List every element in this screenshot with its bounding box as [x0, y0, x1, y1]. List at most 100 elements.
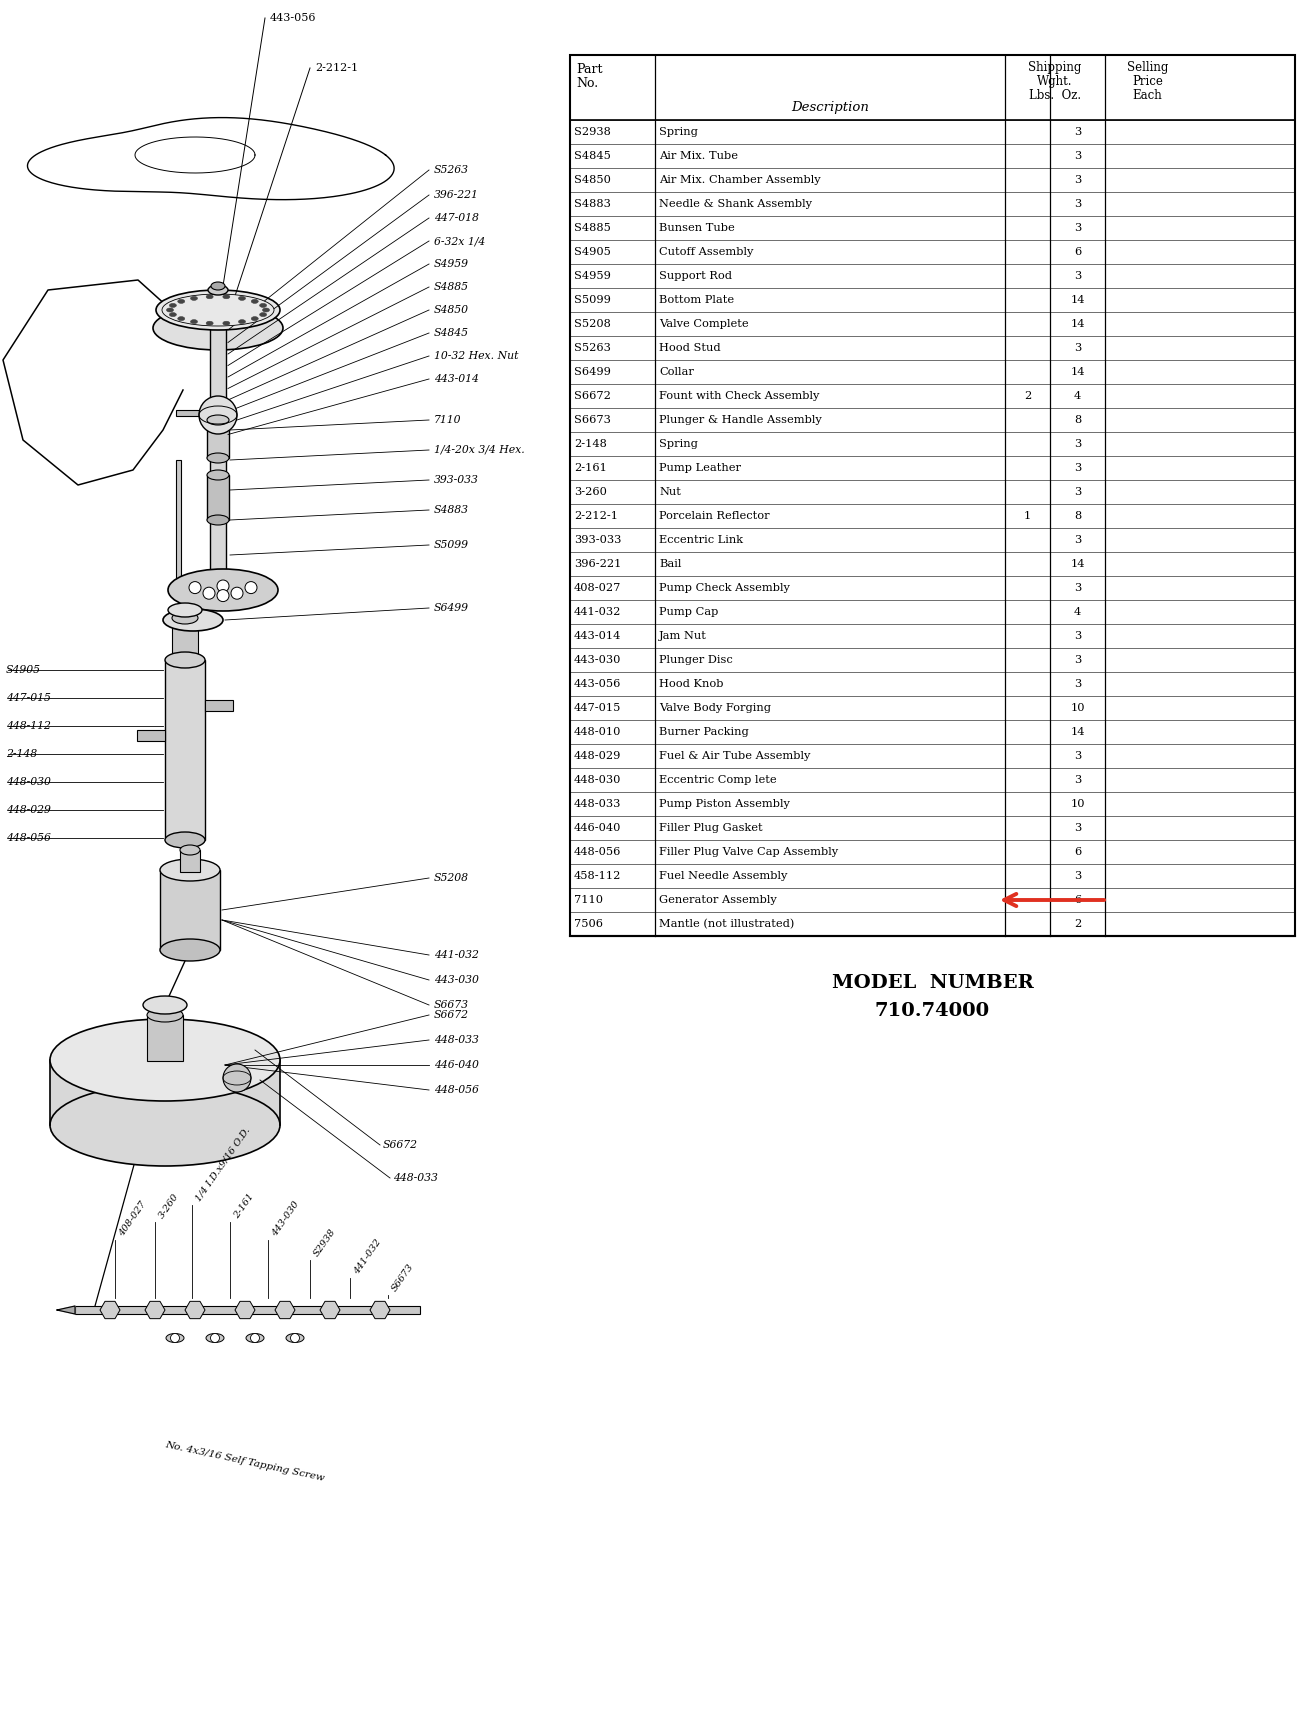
Ellipse shape: [168, 602, 202, 618]
Circle shape: [210, 1334, 219, 1342]
Text: Pump Leather: Pump Leather: [659, 463, 741, 473]
Text: 6-32x 1/4: 6-32x 1/4: [435, 236, 485, 246]
Text: 408-027: 408-027: [574, 583, 621, 594]
Text: 14: 14: [1070, 294, 1084, 305]
Text: 1/4-20x 3/4 Hex.: 1/4-20x 3/4 Hex.: [435, 446, 525, 454]
Ellipse shape: [260, 313, 266, 317]
Text: 10-32 Hex. Nut: 10-32 Hex. Nut: [435, 351, 518, 361]
Text: Spring: Spring: [659, 127, 698, 138]
Ellipse shape: [50, 1019, 281, 1101]
Text: Lbs.  Oz.: Lbs. Oz.: [1028, 89, 1081, 102]
Text: Description: Description: [791, 102, 869, 114]
Text: 2-212-1: 2-212-1: [574, 511, 619, 521]
Text: 3: 3: [1074, 823, 1081, 833]
Text: S4883: S4883: [574, 200, 611, 208]
Bar: [74, 1306, 420, 1315]
Text: 7506: 7506: [574, 919, 603, 929]
Text: S5099: S5099: [574, 294, 611, 305]
Text: S4959: S4959: [574, 270, 611, 281]
Text: 396-221: 396-221: [574, 559, 621, 570]
Text: 448-029: 448-029: [574, 750, 621, 761]
Ellipse shape: [164, 831, 205, 848]
Text: 447-015: 447-015: [574, 702, 621, 712]
Text: Hood Knob: Hood Knob: [659, 680, 723, 688]
Text: S4959: S4959: [435, 258, 468, 268]
Text: S5263: S5263: [574, 342, 611, 353]
Text: 14: 14: [1070, 559, 1084, 570]
Bar: [570, 55, 1295, 936]
Text: 443-014: 443-014: [574, 632, 621, 640]
Text: 4: 4: [1074, 608, 1081, 618]
Text: Pump Check Assembly: Pump Check Assembly: [659, 583, 790, 594]
Text: 443-030: 443-030: [574, 656, 621, 664]
Text: 10: 10: [1070, 799, 1084, 809]
Text: S4850: S4850: [574, 176, 611, 184]
Text: Needle & Shank Assembly: Needle & Shank Assembly: [659, 200, 812, 208]
Text: 443-014: 443-014: [435, 373, 479, 384]
Text: Eccentric Link: Eccentric Link: [659, 535, 743, 546]
Text: S4845: S4845: [574, 151, 611, 162]
Text: 8: 8: [1074, 511, 1081, 521]
Text: S5208: S5208: [574, 318, 611, 329]
Text: 14: 14: [1070, 318, 1084, 329]
Text: Nut: Nut: [659, 487, 681, 497]
Ellipse shape: [147, 1009, 183, 1022]
Text: S6672: S6672: [435, 1010, 468, 1021]
Ellipse shape: [161, 859, 221, 881]
Text: 8: 8: [1074, 415, 1081, 425]
Bar: [180, 850, 200, 873]
Circle shape: [217, 580, 228, 592]
Text: 6: 6: [1074, 248, 1081, 256]
Text: Air Mix. Chamber Assembly: Air Mix. Chamber Assembly: [659, 176, 821, 184]
Circle shape: [291, 1334, 300, 1342]
Text: 2-148: 2-148: [574, 439, 607, 449]
Text: Valve Body Forging: Valve Body Forging: [659, 702, 771, 712]
Ellipse shape: [211, 282, 224, 291]
Text: 1/4 I.D.x9/16 O.D.: 1/4 I.D.x9/16 O.D.: [194, 1126, 252, 1203]
Text: 458-112: 458-112: [574, 871, 621, 881]
Text: 10: 10: [1070, 702, 1084, 712]
Ellipse shape: [262, 308, 270, 312]
Text: S5208: S5208: [435, 873, 468, 883]
Text: Collar: Collar: [659, 367, 694, 377]
Text: 393-033: 393-033: [574, 535, 621, 546]
Text: S4905: S4905: [7, 664, 40, 675]
Text: 441-032: 441-032: [352, 1237, 382, 1275]
Text: Bottom Plate: Bottom Plate: [659, 294, 735, 305]
Text: 3-260: 3-260: [157, 1191, 180, 1220]
Ellipse shape: [172, 613, 198, 625]
Ellipse shape: [168, 570, 278, 611]
Text: 3: 3: [1074, 487, 1081, 497]
Text: 443-056: 443-056: [574, 680, 621, 688]
Bar: [137, 730, 164, 742]
Ellipse shape: [144, 996, 187, 1014]
Bar: [183, 595, 204, 620]
Ellipse shape: [239, 296, 245, 301]
Text: Fount with Check Assembly: Fount with Check Assembly: [659, 391, 820, 401]
Text: 3: 3: [1074, 342, 1081, 353]
Circle shape: [223, 1064, 251, 1093]
Ellipse shape: [286, 1334, 304, 1342]
Text: 446-040: 446-040: [574, 823, 621, 833]
Text: 393-033: 393-033: [435, 475, 479, 485]
Text: 4: 4: [1074, 391, 1081, 401]
Text: 2-212-1: 2-212-1: [315, 64, 358, 72]
Circle shape: [217, 590, 228, 602]
Ellipse shape: [206, 1334, 224, 1342]
Text: Part: Part: [576, 64, 603, 76]
Text: 3: 3: [1074, 151, 1081, 162]
Text: Each: Each: [1133, 89, 1163, 102]
Text: S2938: S2938: [312, 1227, 338, 1258]
Text: S6673: S6673: [574, 415, 611, 425]
Text: S4883: S4883: [435, 504, 468, 515]
Ellipse shape: [207, 453, 228, 463]
Text: 2-148: 2-148: [7, 749, 37, 759]
Text: 6: 6: [1074, 895, 1081, 905]
Ellipse shape: [166, 1334, 184, 1342]
Ellipse shape: [239, 320, 245, 324]
Text: S6672: S6672: [382, 1139, 418, 1150]
Text: 2-161: 2-161: [232, 1191, 256, 1220]
Bar: [207, 420, 228, 458]
Text: Jam Nut: Jam Nut: [659, 632, 707, 640]
Ellipse shape: [223, 322, 230, 325]
